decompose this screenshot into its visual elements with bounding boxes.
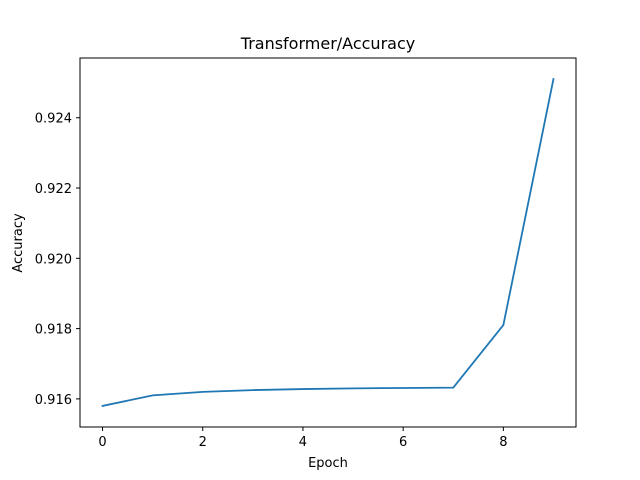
x-tick-label: 8 bbox=[499, 435, 507, 450]
y-tick-label: 0.916 bbox=[35, 393, 72, 408]
chart-title: Transformer/Accuracy bbox=[240, 34, 415, 53]
x-axis-label: Epoch bbox=[308, 456, 348, 471]
axis-ticks: 0 2 4 6 8 0.916 0.918 0.920 0.922 0.924 bbox=[35, 112, 508, 450]
y-tick-label: 0.922 bbox=[35, 182, 72, 197]
x-tick-label: 6 bbox=[399, 435, 407, 450]
x-tick-label: 0 bbox=[98, 435, 106, 450]
series-line-1 bbox=[101, 78, 555, 407]
plot-area bbox=[101, 78, 555, 407]
y-tick-label: 0.918 bbox=[35, 323, 72, 338]
x-tick-label: 4 bbox=[299, 435, 307, 450]
y-tick-label: 0.924 bbox=[35, 112, 72, 127]
plot-frame bbox=[79, 57, 577, 428]
y-tick-label: 0.920 bbox=[35, 252, 72, 267]
y-axis-label: Accuracy bbox=[11, 213, 26, 273]
x-tick-label: 2 bbox=[199, 435, 207, 450]
